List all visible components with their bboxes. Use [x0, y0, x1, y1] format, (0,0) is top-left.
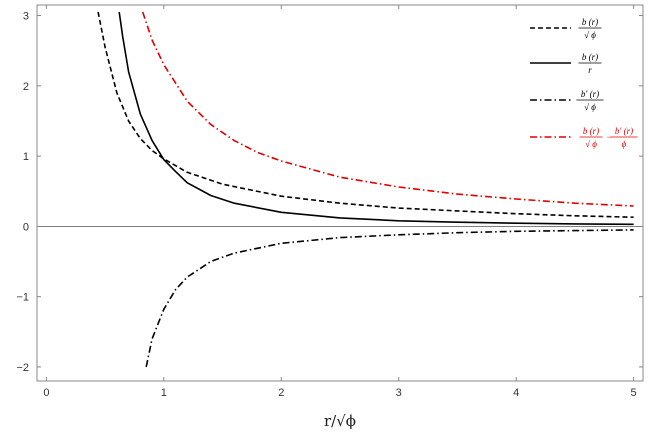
- series-line-3: [141, 11, 634, 207]
- legend-label-3-b-numerator: b′ (r): [615, 126, 633, 136]
- legend-label-1-numerator: b (r): [582, 52, 598, 62]
- series-layer: [97, 11, 634, 368]
- plot-frame: [36, 4, 644, 382]
- legend-label-1-denominator: r: [588, 65, 592, 75]
- legend-label-0-denominator: √ ϕ: [584, 30, 596, 40]
- legend-label-3-operator: −: [606, 132, 612, 142]
- y-tick-label-5: 3: [23, 11, 29, 23]
- series-line-0: [97, 11, 634, 218]
- x-tick-label-0: 0: [43, 387, 49, 399]
- y-tick-label-2: 0: [23, 221, 29, 233]
- legend-label-3-a-denominator: √ ϕ: [585, 139, 597, 149]
- series-line-2: [145, 229, 634, 368]
- x-tick-label-1: 1: [161, 387, 167, 399]
- y-tick-label-1: −1: [16, 292, 29, 304]
- legend-label-3-b-denominator: ϕ: [622, 139, 627, 149]
- legend: b (r)√ ϕb (r)rb′ (r)√ ϕb (r)√ ϕ−b′ (r)ϕ: [530, 17, 638, 149]
- legend-label-2-denominator: √ ϕ: [584, 102, 596, 112]
- series-line-1: [118, 11, 634, 226]
- legend-label-0-numerator: b (r): [582, 17, 598, 27]
- legend-label-3-a-numerator: b (r): [583, 126, 599, 136]
- legend-label-2-numerator: b′ (r): [581, 89, 599, 99]
- y-tick-label-3: 1: [23, 151, 29, 163]
- x-tick-label-2: 2: [278, 387, 284, 399]
- x-tick-label-4: 4: [513, 387, 519, 399]
- ticks-layer: 0 1 2 3 4 5 −2 −1 0 1 2 3: [16, 5, 643, 399]
- x-tick-label-3: 3: [396, 387, 402, 399]
- y-tick-label-4: 2: [23, 81, 29, 93]
- x-axis-title: r/√ϕ: [324, 412, 356, 430]
- y-tick-label-0: −2: [16, 362, 29, 374]
- x-tick-label-5: 5: [631, 387, 637, 399]
